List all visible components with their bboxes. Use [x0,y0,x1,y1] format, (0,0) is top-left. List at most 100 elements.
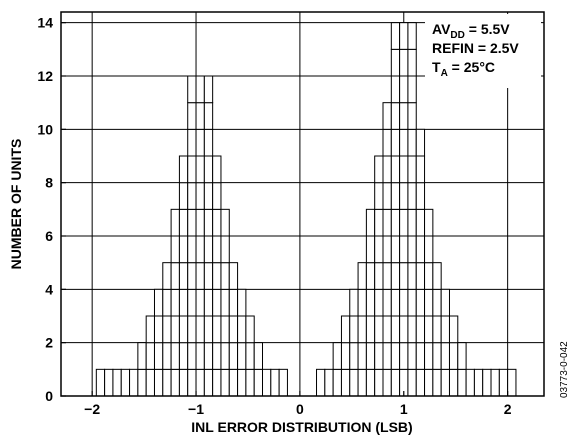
histogram-bar-cell [374,368,384,397]
histogram-bar-cell [178,262,189,290]
histogram-bar-cell [407,368,417,397]
histogram-bar-cell [382,262,392,290]
histogram-bar-cell [324,368,334,397]
histogram-bar-cell [170,315,180,344]
histogram-bar-cell [153,288,164,317]
annotation-avdd-rest: = 5.5V [465,21,510,37]
annotation-refin: REFIN = 2.5V [432,40,519,56]
histogram-bar-cell [390,75,401,104]
histogram-bar-cell [424,288,434,317]
histogram-bar-cell [203,155,214,184]
histogram-bar-cell [399,128,409,157]
histogram-bar-cell [162,342,172,370]
histogram-bar-cell [153,315,164,344]
histogram-bar-cell [415,262,426,290]
histogram-bar-cell [340,368,351,397]
histogram-bar-cell [120,368,131,397]
histogram-bar-cell [407,182,417,210]
histogram-bar-cell [390,288,401,317]
histogram-bar-cell [407,48,417,77]
histogram-bar-cell [195,102,205,130]
histogram-bar-cell [340,342,351,370]
histogram-bar-cell [178,342,189,370]
plot-frame [60,11,545,397]
x-tick-label: 2 [504,401,512,417]
histogram-bar-cell [374,208,384,237]
histogram-bar-cell [399,22,409,50]
histogram-bar-cell [390,182,401,210]
histogram-bar-cell [137,368,147,397]
histogram-bar-cell [129,368,139,397]
histogram-bar-cell [349,288,359,317]
histogram-bar-cell [253,342,264,370]
histogram-bar-cell [316,368,326,397]
histogram-bar-cell [178,288,189,317]
histogram-bar-cell [407,75,417,104]
y-tick-label: 2 [45,335,53,351]
histogram-bar-cell [407,288,417,317]
histogram-bar-cell [390,48,401,77]
histogram-bar-cell [415,368,426,397]
histogram-bar-cell [195,342,205,370]
histogram-bar-cell [195,75,205,104]
histogram-bar-cell [195,155,205,184]
histogram-bar-cell [145,315,155,344]
histogram-bar-cell [178,208,189,237]
histogram-bar-cell [220,235,230,264]
histogram-bar-cell [382,235,392,264]
histogram-bar-cell [407,262,417,290]
histogram-bar-cell [195,262,205,290]
histogram-bar-cell [365,208,376,237]
histogram-bar-cell [407,315,417,344]
histogram-bar-cell [162,315,172,344]
histogram-bar-cell [390,235,401,264]
histogram-bar-cell [195,315,205,344]
histogram-bar-cell [399,315,409,344]
histogram-bar-cell [448,315,459,344]
annotation-background [425,14,541,88]
histogram-bar-cell [482,368,492,397]
histogram-bar-cell [432,315,442,344]
histogram-bar-cell [382,315,392,344]
histogram-bar-cell [203,75,214,104]
histogram-bar-cell [212,315,222,344]
histogram-bar-cell [212,155,222,184]
histogram-bar-cell [237,315,247,344]
histogram-bar-cell [390,262,401,290]
histogram-bar-cell [448,342,459,370]
histogram-bar-cell [365,288,376,317]
histogram-bar-cell [440,368,450,397]
histogram-bar-cell [262,368,272,397]
histogram-bar-cell [245,315,255,344]
histogram-bar-cell [203,102,214,130]
histogram-bar-cell [424,208,434,237]
histogram-bar-cell [374,262,384,290]
histogram-bar-cell [178,182,189,210]
histogram-bar-cell [415,235,426,264]
histogram-bar-cell [162,288,172,317]
histogram-bar-cell [399,262,409,290]
histogram-bar-cell [187,342,197,370]
histogram-bar-cell [498,368,509,397]
histogram-bar-cell [390,155,401,184]
histogram-bar-cell [212,262,222,290]
histogram-bar-cell [382,155,392,184]
histogram-bar-cell [390,22,401,50]
histogram-bar-cell [178,155,189,184]
histogram-bar-cell [390,342,401,370]
histogram-bar-cell [365,262,376,290]
histogram-bar-cell [390,208,401,237]
histogram-bar-cell [424,315,434,344]
histogram-bar-cell [178,235,189,264]
histogram-bar-cell [407,22,417,50]
histogram-bar-cell [203,235,214,264]
histogram-bar-cell [162,368,172,397]
histogram-bar-cell [365,235,376,264]
histogram-bar-cell [278,368,288,397]
histogram-bar-cell [382,208,392,237]
histogram-bar-cell [424,235,434,264]
histogram-bar-cell [374,288,384,317]
histogram-bar-cell [473,368,484,397]
